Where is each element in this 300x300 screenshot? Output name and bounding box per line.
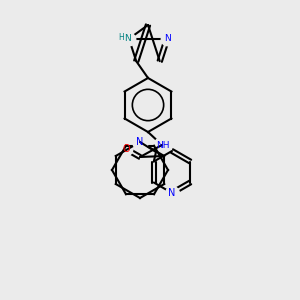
Text: N: N — [136, 137, 144, 147]
Text: H: H — [118, 33, 124, 42]
Text: NH: NH — [156, 140, 170, 149]
Text: O: O — [122, 144, 130, 154]
Text: N: N — [164, 34, 170, 43]
Text: N: N — [168, 188, 176, 198]
Text: N: N — [124, 34, 131, 43]
